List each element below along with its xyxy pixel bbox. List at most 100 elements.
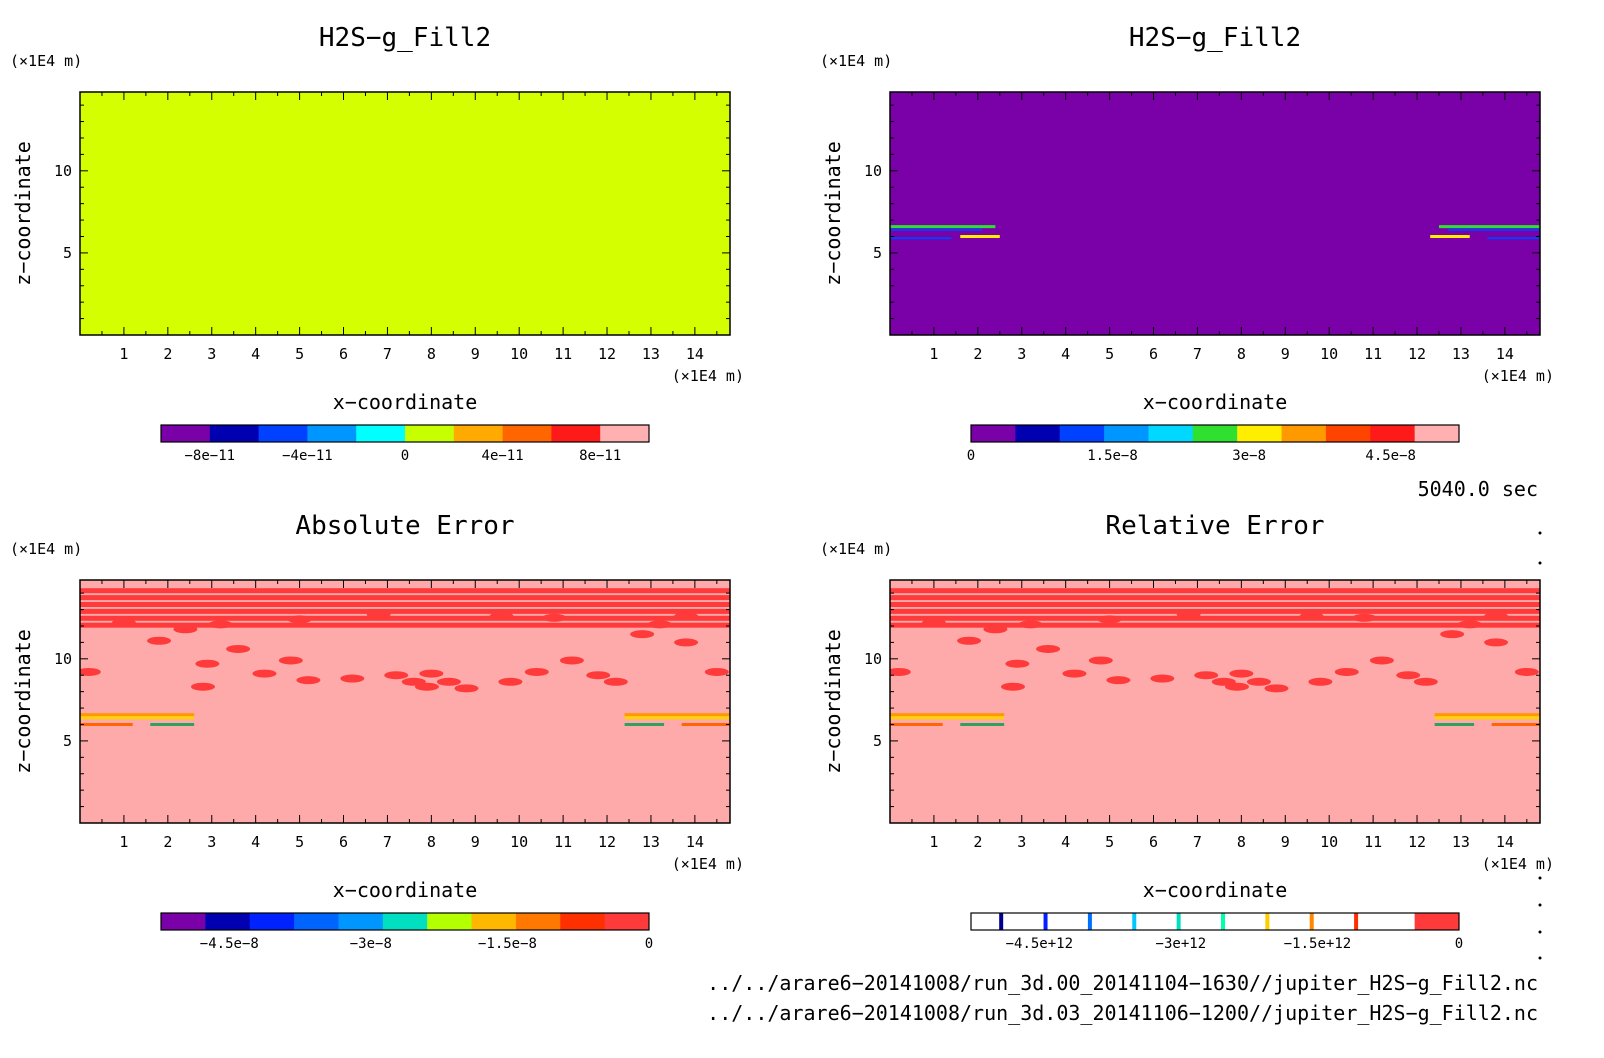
colorbar-swatch [209, 425, 260, 442]
error-patch [586, 671, 611, 680]
y-axis-label: z−coordinate [11, 629, 35, 774]
x-axis-label: x−coordinate [1143, 878, 1288, 902]
colorbar-swatch [427, 913, 473, 930]
error-patch [147, 636, 172, 645]
x-axis-label: x−coordinate [333, 390, 478, 414]
x-tick-label: 3 [207, 345, 216, 363]
colorbar-swatch [1192, 913, 1238, 930]
y-unit-label: (×1E4 m) [820, 540, 892, 558]
y-tick-label: 10 [864, 650, 882, 668]
error-band [80, 608, 730, 614]
x-tick-label: 14 [686, 345, 704, 363]
colorbar-label: −4.5e+12 [1006, 936, 1073, 952]
x-tick-label: 8 [1237, 833, 1246, 851]
error-patch [296, 676, 321, 685]
x-tick-label: 3 [207, 833, 216, 851]
colorbar-swatch [1104, 913, 1149, 930]
error-patch [559, 656, 584, 665]
colorbar-swatch [1325, 425, 1371, 442]
x-tick-label: 6 [1149, 833, 1158, 851]
error-patch [647, 620, 672, 629]
x-tick-label: 9 [471, 833, 480, 851]
error-patch [195, 659, 220, 668]
x-tick-label: 2 [973, 833, 982, 851]
error-patch [524, 667, 549, 676]
x-tick-label: 10 [510, 345, 528, 363]
error-patch [603, 677, 628, 686]
x-tick-label: 4 [251, 833, 260, 851]
x-tick-label: 2 [163, 833, 172, 851]
x-axis-label: x−coordinate [333, 878, 478, 902]
colorbar-swatch [515, 913, 561, 930]
colorbar-swatch [1148, 913, 1194, 930]
y-axis-label: z−coordinate [821, 629, 845, 774]
error-band [890, 588, 1540, 594]
x-tick-label: 14 [1496, 345, 1514, 363]
plot-frame [79, 91, 731, 336]
panel-1: H2S−g_Fill2(×1E4 m)1 2 3 4 5 6 7 8 9 10 11 12 13 1451… [10, 23, 744, 464]
error-band [890, 608, 1540, 614]
error-patch [498, 677, 523, 686]
x-tick-label: 6 [339, 833, 348, 851]
error-patch [1334, 667, 1359, 676]
colorbar-swatch [971, 913, 1016, 930]
x-tick-label: 11 [554, 833, 572, 851]
error-patch [414, 682, 439, 691]
colorbar-swatch [405, 425, 455, 442]
error-patch [208, 620, 233, 629]
error-band [890, 595, 1540, 601]
colorbar-swatch [1414, 913, 1460, 930]
error-patch [1246, 677, 1271, 686]
x-tick-label: 13 [642, 345, 660, 363]
error-patch [1369, 656, 1394, 665]
y-unit-label: (×1E4 m) [820, 52, 892, 70]
colorbar-label: −3e−8 [350, 936, 392, 952]
x-tick-label: 6 [1149, 345, 1158, 363]
y-tick-label: 5 [873, 244, 882, 262]
x-tick-label: 12 [1408, 345, 1426, 363]
error-patch [1005, 659, 1030, 668]
error-band [80, 602, 730, 608]
colorbar-swatch [1059, 913, 1105, 930]
x-tick-label: 9 [1281, 345, 1290, 363]
panel-title: H2S−g_Fill2 [1129, 23, 1301, 53]
colorbar-label: 1.5e−8 [1087, 448, 1138, 464]
colorbar-swatch [502, 425, 552, 442]
x-tick-label: 5 [1105, 345, 1114, 363]
error-band [890, 622, 1540, 628]
panel-title: Relative Error [1105, 511, 1324, 541]
x-unit-label: (×1E4 m) [1482, 855, 1554, 873]
error-patch [80, 667, 101, 676]
error-patch [1018, 620, 1043, 629]
panel-title: H2S−g_Fill2 [319, 23, 491, 53]
error-patch [1484, 638, 1509, 647]
error-patch [1194, 671, 1219, 680]
x-tick-label: 1 [929, 833, 938, 851]
colorbar-swatch [258, 425, 308, 442]
x-tick-label: 8 [427, 833, 436, 851]
x-tick-label: 4 [251, 345, 260, 363]
colorbar-frame [160, 912, 650, 931]
plot-area [80, 92, 730, 335]
error-band [80, 595, 730, 601]
colorbar-label: 3e−8 [1232, 448, 1266, 464]
field-marks [890, 588, 1540, 726]
colorbar-swatch [1370, 913, 1416, 930]
file-path-2: ../../arare6−20141008/run_3d.03_20141106… [707, 1001, 1538, 1025]
y-axis-label: z−coordinate [11, 141, 35, 286]
x-tick-label: 1 [119, 833, 128, 851]
x-tick-label: 10 [1320, 833, 1338, 851]
error-patch [366, 610, 391, 619]
colorbar-swatch [1015, 425, 1061, 442]
y-tick-label: 5 [63, 732, 72, 750]
error-patch [1176, 610, 1201, 619]
y-tick-label: 5 [63, 244, 72, 262]
x-tick-label: 6 [339, 345, 348, 363]
error-patch [1106, 676, 1131, 685]
error-patch [1036, 644, 1061, 653]
error-patch [1229, 669, 1254, 678]
x-tick-label: 2 [973, 345, 982, 363]
error-patch [278, 656, 303, 665]
colorbar: 0 1.5e−8 3e−8 4.5e−8 [967, 424, 1460, 464]
